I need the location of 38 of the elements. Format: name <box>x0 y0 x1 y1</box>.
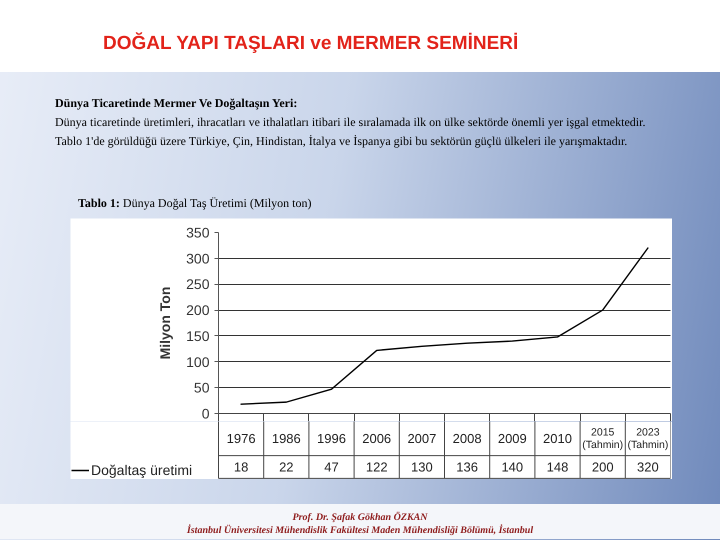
y-tick-label: 250 <box>186 276 210 292</box>
data-label: 47 <box>324 459 339 474</box>
x-tick-label: 2023 (Tahmin) <box>627 426 668 451</box>
y-tick-label: 150 <box>186 328 210 344</box>
x-tick-label: 1976 <box>226 431 256 446</box>
data-label: 320 <box>637 459 659 474</box>
data-label: 200 <box>592 459 614 474</box>
legend-label: Doğaltaş üretimi <box>91 462 192 478</box>
data-label: 148 <box>546 459 568 474</box>
data-label: 130 <box>411 459 433 474</box>
text: Dünya ticaretinde üretimleri, ihracatları ve ithalatları itibari ile sıralamada ilk on ülke sektörde önemli yer işgal etmektedir. <box>55 114 646 131</box>
x-tick-label: 2007 <box>407 431 436 446</box>
data-label: 122 <box>366 459 388 474</box>
y-tick-label: 0 <box>202 406 210 422</box>
x-tick-label: 2006 <box>362 431 392 446</box>
data-label: 140 <box>501 459 524 474</box>
chart-title: DOĞAL YAPI TAŞLARI ve MERMER SEMİNERİ <box>102 31 518 56</box>
y-axis-title: Milyon Ton <box>157 286 174 360</box>
data-label: 136 <box>456 459 478 474</box>
x-tick-label: 2010 <box>543 431 572 446</box>
text: İstanbul Üniversitesi Mühendislik Fakültesi Maden Mühendisliği Bölümü, İstanbul <box>186 524 534 537</box>
text: Prof. Dr. Şafak Gökhan ÖZKAN <box>291 511 429 524</box>
y-tick-label: 350 <box>186 224 210 240</box>
x-tick-label: 2015 (Tahmin) <box>582 426 624 451</box>
x-tick-label: 2009 <box>498 431 527 446</box>
x-tick-label: 1986 <box>272 431 301 446</box>
text: Dünya Ticaretinde Mermer Ve Doğaltaşın Yeri: <box>55 96 298 110</box>
x-tick-label: 2008 <box>452 431 482 446</box>
y-tick-label: 50 <box>194 380 210 396</box>
chart-subtitle: Tablo 1: Dünya Doğal Taş Üretimi (Milyon ton) <box>77 195 312 212</box>
text: Tablo 1'de görüldüğü üzere Türkiye, Çin, Hindistan, İtalya ve İspanya gibi bu sektörün güçlü ülkeleri ile yarışmaktadır. <box>55 133 628 150</box>
x-tick-label: 1996 <box>317 431 346 446</box>
y-tick-label: 100 <box>186 354 210 370</box>
data-label: 22 <box>279 459 294 474</box>
line-series <box>240 247 649 405</box>
y-tick-label: 300 <box>186 250 210 266</box>
y-tick-label: 200 <box>186 302 210 318</box>
data-label: 18 <box>234 459 248 474</box>
